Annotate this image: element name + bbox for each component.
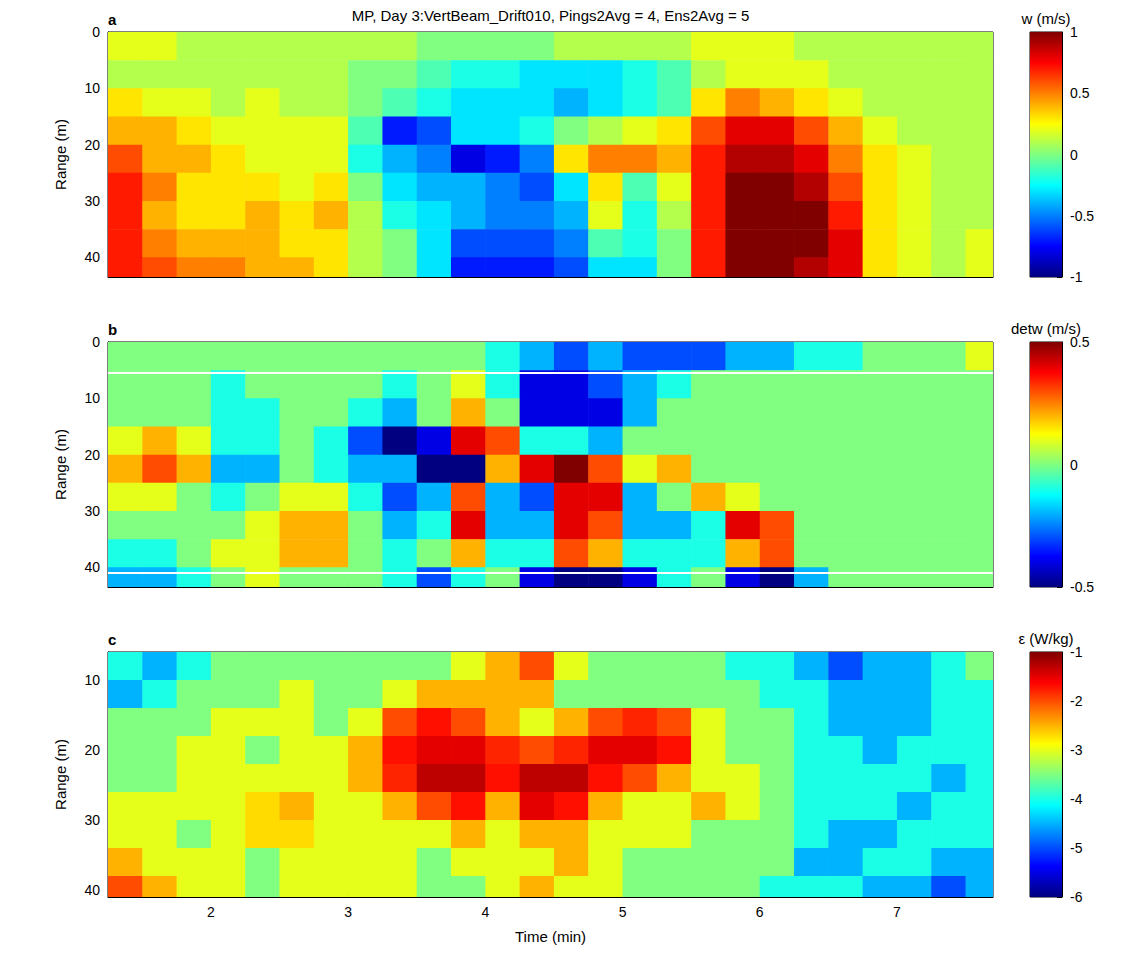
svg-text:ε (W/kg): ε (W/kg) (1018, 630, 1073, 647)
svg-text:5: 5 (619, 904, 627, 920)
svg-text:10: 10 (84, 672, 100, 688)
svg-text:0: 0 (92, 24, 100, 40)
svg-text:-2: -2 (1070, 693, 1083, 709)
svg-text:30: 30 (84, 193, 100, 209)
svg-text:30: 30 (84, 503, 100, 519)
svg-text:a: a (108, 11, 117, 28)
svg-text:-4: -4 (1070, 791, 1083, 807)
svg-text:c: c (108, 631, 116, 648)
svg-text:4: 4 (481, 904, 489, 920)
svg-text:3: 3 (344, 904, 352, 920)
svg-text:0: 0 (1070, 457, 1078, 473)
svg-text:40: 40 (84, 882, 100, 898)
svg-text:Range (m): Range (m) (52, 739, 69, 810)
svg-text:2: 2 (207, 904, 215, 920)
svg-text:Range (m): Range (m) (52, 429, 69, 500)
svg-text:MP, Day 3:VertBeam_Drift010, P: MP, Day 3:VertBeam_Drift010, Pings2Avg =… (352, 7, 750, 24)
svg-text:0.5: 0.5 (1070, 334, 1090, 350)
svg-text:40: 40 (84, 559, 100, 575)
svg-text:w (m/s): w (m/s) (1020, 10, 1070, 27)
svg-text:-5: -5 (1070, 840, 1083, 856)
svg-text:20: 20 (84, 137, 100, 153)
svg-text:0.5: 0.5 (1070, 85, 1090, 101)
svg-text:0: 0 (1070, 147, 1078, 163)
svg-text:-3: -3 (1070, 742, 1083, 758)
svg-text:30: 30 (84, 812, 100, 828)
svg-text:10: 10 (84, 80, 100, 96)
svg-text:detw (m/s): detw (m/s) (1011, 320, 1081, 337)
svg-text:-0.5: -0.5 (1070, 579, 1094, 595)
svg-text:7: 7 (893, 904, 901, 920)
svg-text:1: 1 (1070, 24, 1078, 40)
svg-text:-1: -1 (1070, 644, 1083, 660)
svg-text:20: 20 (84, 742, 100, 758)
svg-text:-1: -1 (1070, 269, 1083, 285)
svg-text:6: 6 (756, 904, 764, 920)
svg-text:Time (min): Time (min) (515, 928, 586, 945)
svg-text:b: b (108, 321, 117, 338)
svg-text:Range (m): Range (m) (52, 119, 69, 190)
svg-text:40: 40 (84, 249, 100, 265)
svg-text:10: 10 (84, 390, 100, 406)
svg-text:-0.5: -0.5 (1070, 208, 1094, 224)
svg-text:-6: -6 (1070, 889, 1083, 905)
svg-text:20: 20 (84, 447, 100, 463)
svg-text:0: 0 (92, 334, 100, 350)
